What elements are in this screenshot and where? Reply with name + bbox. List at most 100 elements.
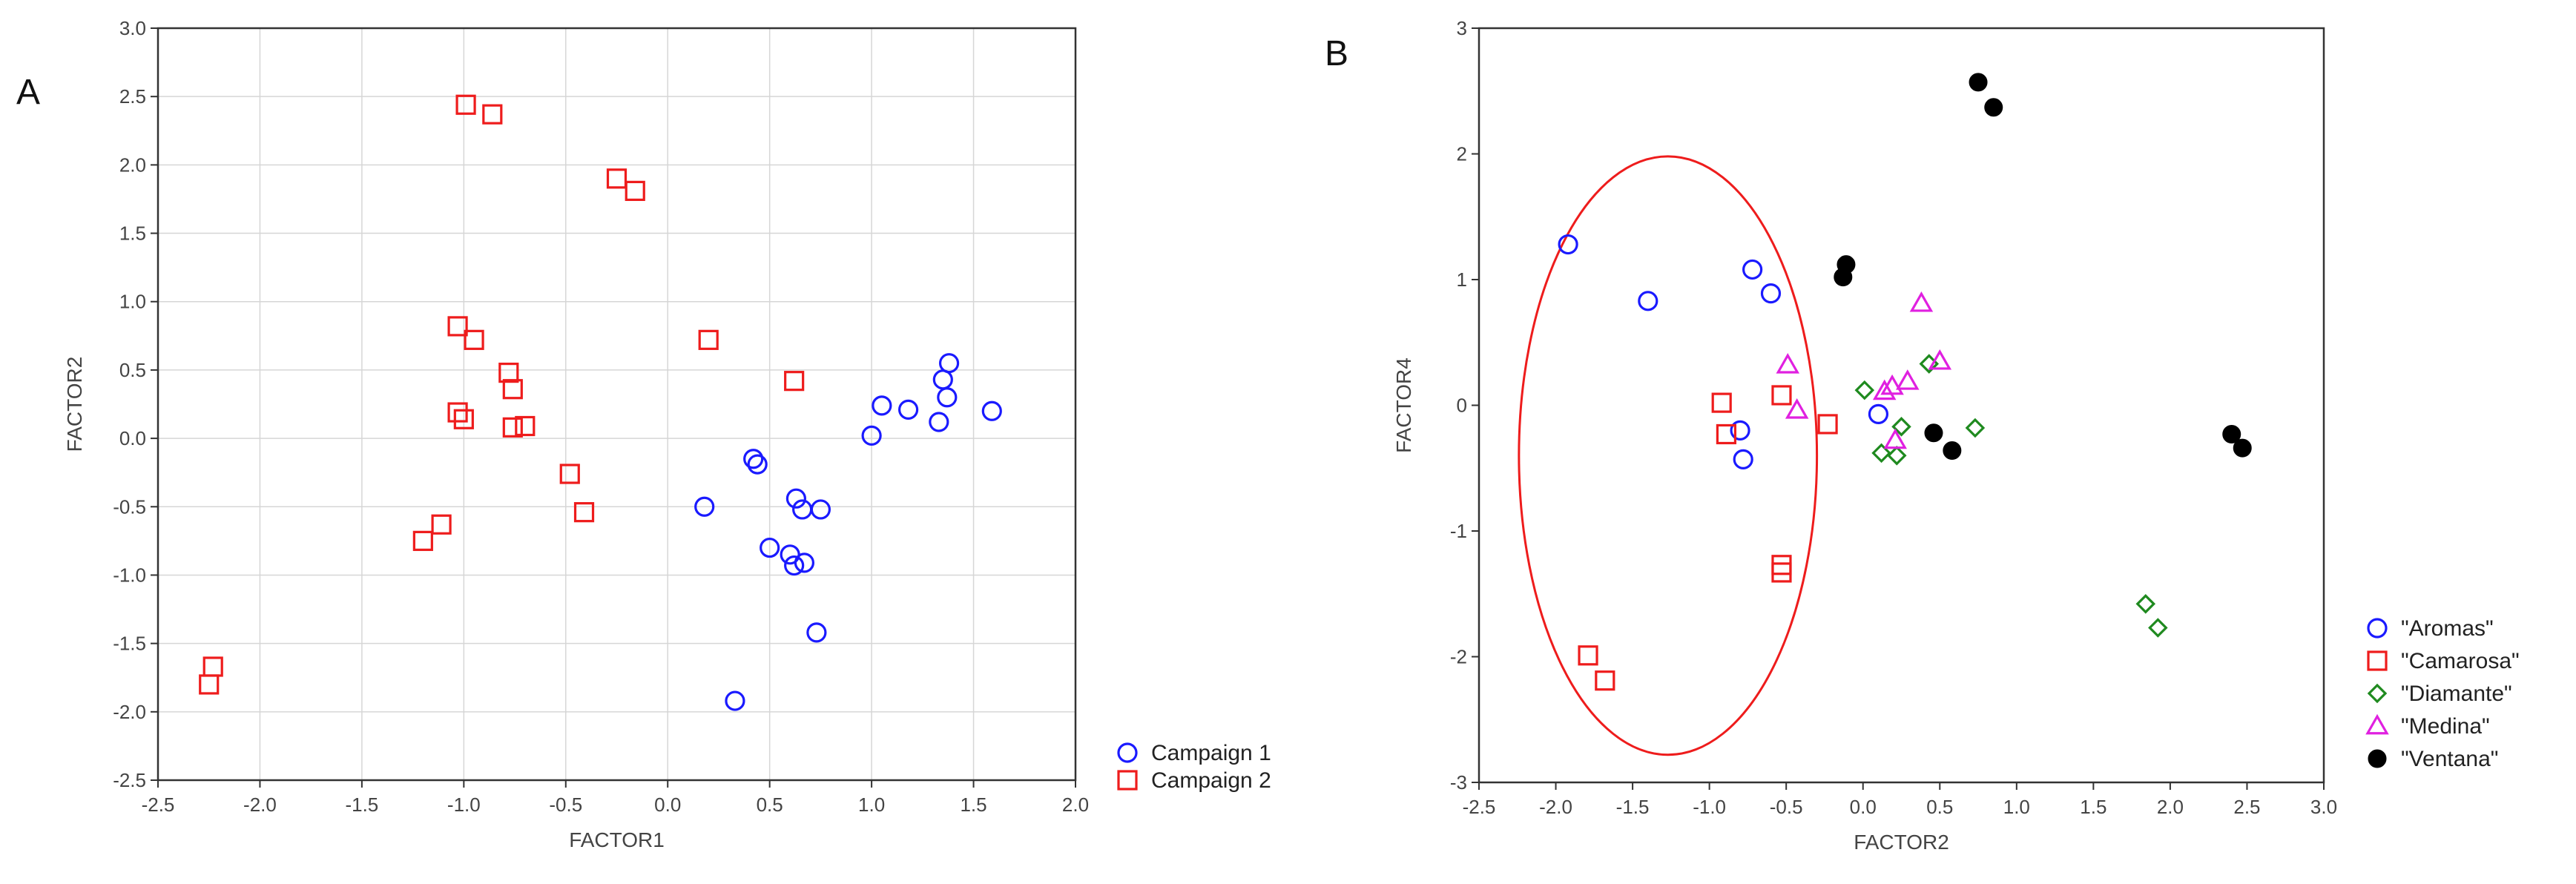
series-square: [199, 94, 805, 695]
data-point: [202, 656, 223, 677]
data-point: [625, 180, 645, 201]
x-axis-title: FACTOR2: [1854, 831, 1949, 854]
data-point: [2222, 424, 2241, 443]
y-tick-label: 3: [1457, 17, 1467, 39]
data-point: [694, 496, 715, 517]
x-tick-label: -1.5: [345, 794, 378, 816]
data-point: [1871, 443, 1891, 464]
panel-b: B -2.5 -2.0 -1.5 -1.0 -0.5 0.0 0.5 1.0 1.5 2.0 2.5 3…: [1325, 17, 2520, 854]
y-tick-label: 0: [1457, 395, 1467, 417]
panel-label: B: [1325, 34, 1348, 73]
data-point: [482, 104, 503, 125]
data-point: [431, 514, 452, 535]
y-tick-label: 1: [1457, 268, 1467, 291]
y-tick-label: -2.0: [113, 701, 146, 723]
x-tick-label: -2.0: [243, 794, 277, 816]
y-tick-label: 0.0: [119, 427, 146, 449]
data-point: [785, 488, 807, 509]
data-point: [1730, 420, 1750, 441]
y-tick-label: -0.5: [113, 495, 146, 518]
data-point: [981, 400, 1002, 421]
data-point: [1891, 417, 1911, 437]
x-tick-label: 2.0: [1062, 794, 1089, 816]
x-tick-label: 2.0: [2157, 796, 2184, 818]
y-tick-label: 3.0: [119, 17, 146, 39]
legend-label: "Diamante": [2401, 682, 2512, 706]
x-tick-label: 1.5: [2080, 796, 2106, 818]
y-tick-label: 2.0: [119, 154, 146, 176]
legend-marker: [2368, 749, 2387, 768]
series-circle: [694, 353, 1002, 711]
y-tick-label: -2.5: [113, 769, 146, 791]
data-point: [784, 371, 805, 392]
data-point: [1638, 291, 1658, 311]
x-tick-label: -2.5: [1463, 796, 1496, 818]
data-point: [1965, 418, 1986, 438]
x-tick-label: -1.5: [1616, 796, 1650, 818]
data-point: [1924, 423, 1943, 443]
data-point: [2148, 618, 2168, 638]
legend-marker: [1117, 770, 1138, 791]
data-point: [1872, 379, 1897, 400]
data-point: [412, 530, 433, 551]
data-point: [1771, 562, 1792, 583]
y-tick-label: -3: [1450, 771, 1467, 794]
data-point: [464, 329, 484, 350]
data-point: [1984, 98, 2003, 117]
data-point: [1883, 428, 1907, 449]
y-tick-label: 2: [1457, 143, 1467, 165]
legend-label: "Ventana": [2401, 747, 2498, 771]
data-point: [743, 449, 764, 469]
data-point: [1558, 234, 1578, 255]
legend-marker: [2365, 713, 2389, 735]
data-point: [784, 555, 805, 576]
data-point: [447, 402, 468, 423]
data-point: [1887, 446, 1907, 466]
data-point: [1868, 403, 1889, 424]
x-tick-label: 0.0: [654, 794, 681, 816]
x-tick-label: 0.5: [757, 794, 783, 816]
data-point: [760, 537, 780, 558]
legend-label: "Medina": [2401, 714, 2490, 739]
data-point: [1716, 423, 1737, 445]
x-tick-label: -2.5: [142, 794, 175, 816]
data-point: [1771, 555, 1792, 575]
data-point: [861, 425, 882, 446]
y-tick-label: -1.5: [113, 633, 146, 655]
data-point: [2233, 438, 2252, 458]
data-point: [1943, 441, 1962, 461]
data-point: [1896, 369, 1920, 390]
legend-marker: [2367, 650, 2388, 671]
y-tick-label: -1: [1450, 520, 1467, 542]
data-point: [938, 353, 960, 374]
panel-label: A: [16, 73, 40, 112]
data-point: [498, 362, 519, 383]
data-point: [1776, 353, 1800, 374]
x-tick-label: 0.5: [1926, 796, 1953, 818]
x-tick-label: 1.0: [2003, 796, 2030, 818]
data-point: [725, 690, 745, 711]
x-tick-label: -2.0: [1539, 796, 1572, 818]
data-point: [1760, 283, 1782, 304]
data-point: [1909, 291, 1934, 312]
data-point: [1785, 398, 1809, 419]
data-point: [502, 379, 523, 400]
y-tick-label: -2: [1450, 646, 1467, 668]
series-square: [1578, 385, 1838, 691]
data-point: [1595, 670, 1615, 691]
data-point: [515, 415, 536, 437]
series-diamond: [1854, 354, 2168, 638]
legend-label: "Camarosa": [2401, 649, 2520, 673]
x-axis-title: FACTOR1: [569, 828, 665, 851]
x-tick-label: -1.0: [1693, 796, 1726, 818]
data-point: [606, 168, 627, 189]
data-point: [1578, 645, 1598, 666]
data-point: [806, 622, 827, 643]
data-point: [747, 454, 768, 475]
y-axis-title: FACTOR2: [63, 357, 86, 452]
data-point: [1817, 414, 1838, 435]
data-point: [872, 395, 892, 416]
data-point: [932, 369, 953, 390]
legend-marker: [2367, 618, 2388, 639]
